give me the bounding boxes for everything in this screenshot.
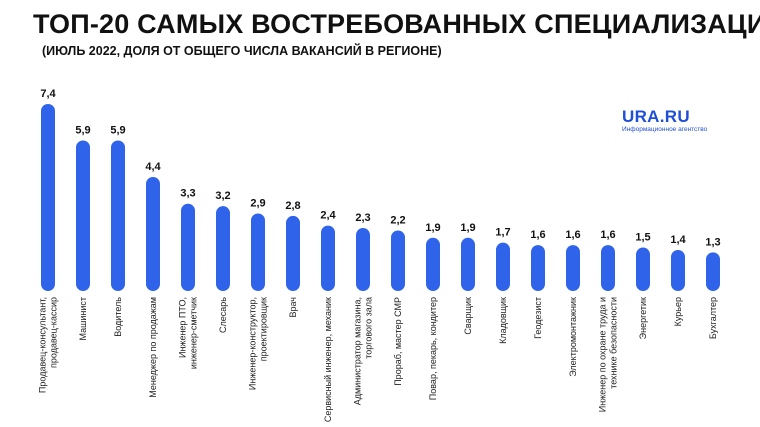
category-label: Сварщик <box>463 297 473 335</box>
value-label: 3,2 <box>215 190 230 202</box>
ura-logo: URA.RU Информационное агентство <box>622 107 707 133</box>
category-label: Продавец-консультант, продавец-кассир <box>38 297 59 393</box>
bar <box>286 215 300 291</box>
value-label: 1,5 <box>635 232 650 244</box>
bar <box>671 249 685 291</box>
category-label-line: Менеджер по продажам <box>148 297 158 398</box>
bar <box>566 245 580 291</box>
chart-subtitle: (ИЮЛЬ 2022, ДОЛЯ ОТ ОБЩЕГО ЧИСЛА ВАКАНСИ… <box>42 44 442 58</box>
category-label-line: Водитель <box>113 297 123 337</box>
value-label: 2,2 <box>390 214 405 226</box>
value-label: 1,6 <box>600 229 615 241</box>
bar <box>426 237 440 291</box>
value-label: 1,3 <box>705 236 720 248</box>
category-label: Повар, пекарь, кондитер <box>428 297 438 400</box>
value-label: 1,9 <box>425 222 440 234</box>
category-label: Кладовщик <box>498 297 508 344</box>
bar <box>601 245 615 291</box>
category-label-line: Инженер по охране труда и <box>598 297 608 412</box>
bar <box>181 203 195 291</box>
value-label: 4,4 <box>145 161 161 173</box>
value-label: 1,6 <box>565 229 580 241</box>
bar <box>251 213 265 291</box>
category-label: Энергетик <box>638 297 648 339</box>
bar <box>216 206 230 291</box>
category-label: Администратор магазина, торгового зала <box>353 297 374 405</box>
category-label-line: Повар, пекарь, кондитер <box>428 297 438 400</box>
bar <box>321 225 335 291</box>
category-label-line: Машинист <box>78 297 88 340</box>
category-label-line: Бухгалтер <box>708 297 718 339</box>
category-label: Прораб, мастер СМР <box>393 297 403 386</box>
category-label: Инженер-конструктор, проектировщик <box>248 297 269 390</box>
category-label-line: Курьер <box>673 297 683 326</box>
category-label: Сервисный инженер, механик <box>323 297 333 422</box>
category-label: Электромонтажник <box>568 297 578 377</box>
bar <box>76 140 90 291</box>
category-label-line: Врач <box>288 297 298 318</box>
value-label: 1,4 <box>670 234 686 246</box>
bar <box>146 176 160 291</box>
value-label: 1,9 <box>460 222 475 234</box>
bar <box>356 228 370 291</box>
bar <box>531 245 545 291</box>
category-label-line: Энергетик <box>638 297 648 339</box>
category-label-line: Электромонтажник <box>568 297 578 377</box>
category-label-line: проектировщик <box>259 297 269 361</box>
bar <box>636 247 650 291</box>
category-label-line: инженер-сметчик <box>189 297 199 369</box>
value-label: 2,9 <box>250 197 265 209</box>
value-label: 5,9 <box>110 124 125 136</box>
bar <box>496 242 510 291</box>
bar <box>706 252 720 291</box>
category-label-line: Кладовщик <box>498 297 508 344</box>
category-label-line: Сварщик <box>463 297 473 335</box>
value-label: 3,3 <box>180 188 195 200</box>
category-label: Менеджер по продажам <box>148 297 158 398</box>
bar <box>41 104 55 291</box>
category-label-line: Инженер ПТО, <box>178 297 188 358</box>
logo-tagline: Информационное агентство <box>622 126 708 133</box>
category-label-line: технике безопасности <box>609 297 619 389</box>
category-label: Слесарь <box>218 297 228 333</box>
category-label-line: продавец-кассир <box>49 297 59 368</box>
category-label-line: Прораб, мастер СМР <box>393 297 403 386</box>
category-label: Инженер по охране труда и технике безопас… <box>598 297 619 412</box>
category-label-line: Инженер-конструктор, <box>248 297 258 390</box>
bar <box>461 237 475 291</box>
chart-title: ТОП-20 САМЫХ ВОСТРЕБОВАННЫХ СПЕЦИАЛИЗАЦИ… <box>33 9 760 39</box>
value-label: 5,9 <box>75 124 90 136</box>
category-label-line: Сервисный инженер, механик <box>323 297 333 422</box>
value-label: 2,8 <box>285 200 300 212</box>
category-label: Бухгалтер <box>708 297 718 339</box>
value-label: 1,7 <box>495 227 510 239</box>
category-label: Врач <box>288 297 298 318</box>
category-label-line: Продавец-консультант, <box>38 297 48 393</box>
value-label: 7,4 <box>40 88 56 100</box>
bar <box>391 230 405 291</box>
value-label: 2,4 <box>320 210 336 222</box>
category-label-line: торгового зала <box>364 297 374 359</box>
category-label: Машинист <box>78 297 88 340</box>
category-label-line: Геодезист <box>533 297 543 339</box>
category-label: Водитель <box>113 297 123 337</box>
category-label: Геодезист <box>533 297 543 339</box>
category-label: Курьер <box>673 297 683 326</box>
category-label-line: Слесарь <box>218 297 228 333</box>
logo-brand: URA.RU <box>622 107 690 126</box>
category-label: Инженер ПТО, инженер-сметчик <box>178 297 199 369</box>
value-label: 2,3 <box>355 212 370 224</box>
bar <box>111 140 125 291</box>
category-label-line: Администратор магазина, <box>353 297 363 405</box>
value-label: 1,6 <box>530 229 545 241</box>
